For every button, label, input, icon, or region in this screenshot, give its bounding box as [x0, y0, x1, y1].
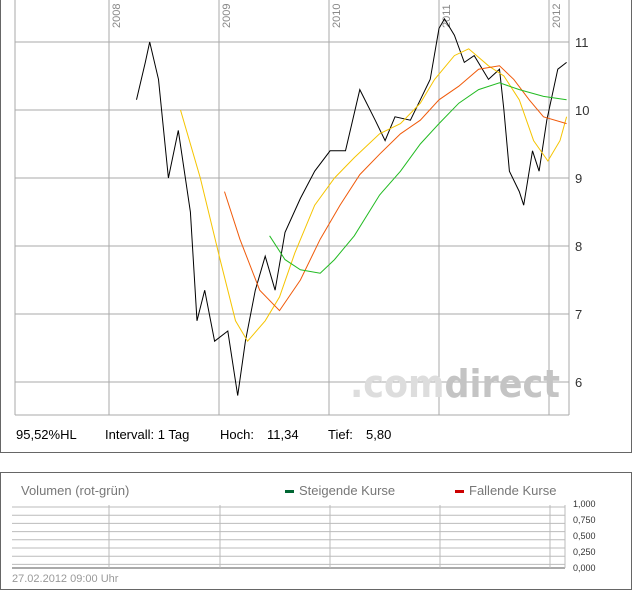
- volume-tick: 0,500: [573, 531, 596, 541]
- legend-rising: Steigende Kurse: [285, 483, 395, 498]
- price-line: [136, 17, 567, 396]
- x-tick-label: 2008: [111, 4, 123, 28]
- high-value: 11,34: [267, 427, 299, 442]
- volume-tick: 1,000: [573, 499, 596, 509]
- y-tick-label: 8: [575, 239, 582, 254]
- legend-swatch-green: [285, 490, 294, 494]
- x-tick-label: 2010: [331, 4, 343, 28]
- hl-value: 95,52%HL: [16, 427, 77, 442]
- y-tick-label: 10: [575, 103, 589, 118]
- low-value: 5,80: [366, 427, 392, 442]
- volume-tick: 0,250: [573, 547, 596, 557]
- y-tick-label: 6: [575, 375, 582, 390]
- x-tick-label: 2009: [221, 4, 233, 28]
- legend-swatch-red: [455, 490, 464, 494]
- legend-falling: Fallende Kurse: [455, 483, 556, 498]
- ma-yellow-line: [180, 48, 568, 343]
- volume-tick: 0,000: [573, 563, 596, 573]
- y-tick-label: 9: [575, 171, 582, 186]
- y-tick-label: 7: [575, 307, 582, 322]
- x-tick-label: 2012: [551, 4, 563, 28]
- volume-tick: 0,750: [573, 515, 596, 525]
- comdirect-logo: .comdirect: [350, 362, 560, 406]
- low-label: Tief:: [328, 427, 353, 442]
- timestamp: 27.02.2012 09:00 Uhr: [12, 573, 119, 585]
- price-chart-panel: [0, 0, 632, 453]
- volume-title: Volumen (rot-grün): [21, 483, 130, 498]
- volume-panel: [0, 472, 632, 590]
- interval: Intervall: 1 Tag: [105, 427, 190, 442]
- ma-green-line: [269, 82, 567, 274]
- x-tick-label: 2011: [441, 4, 453, 28]
- high-label: Hoch:: [220, 427, 254, 442]
- legend-falling-label: Fallende Kurse: [469, 483, 557, 498]
- ma-orange-line: [224, 65, 567, 312]
- legend-rising-label: Steigende Kurse: [299, 483, 396, 498]
- y-tick-label: 11: [575, 35, 589, 50]
